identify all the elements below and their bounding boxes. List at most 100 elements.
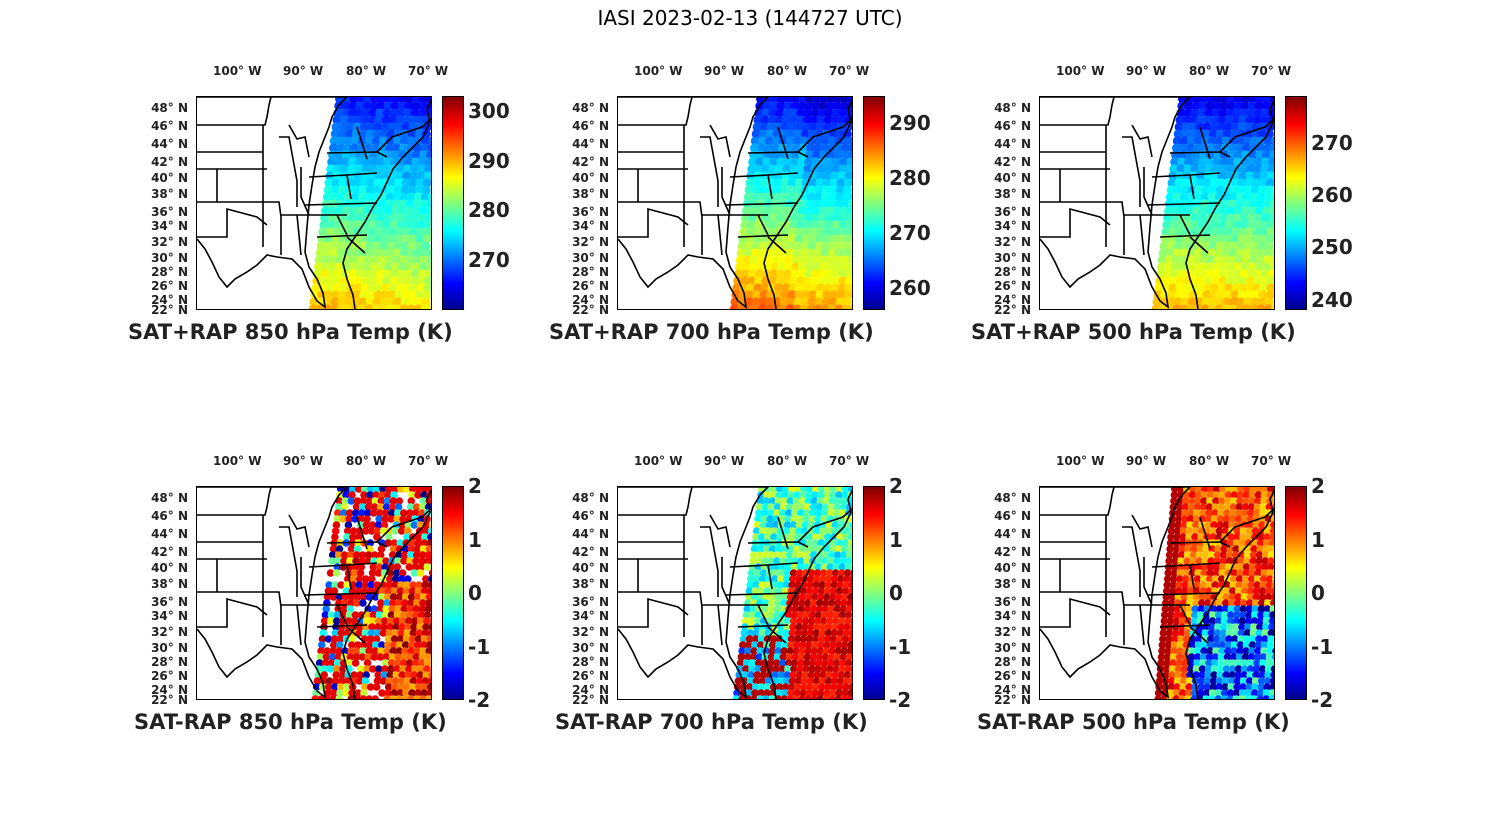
swath-point xyxy=(375,611,384,619)
state-line xyxy=(300,557,310,606)
swath-point xyxy=(735,255,745,265)
latitude-label: 26° N xyxy=(151,669,188,683)
swath-point xyxy=(419,255,429,265)
swath-point xyxy=(1195,557,1203,565)
swath-point xyxy=(749,653,758,661)
swath-point xyxy=(760,115,770,125)
swath-point xyxy=(1245,527,1254,535)
swath-point xyxy=(1265,575,1274,583)
swath-point xyxy=(324,178,334,188)
swath-point xyxy=(1231,635,1239,643)
swath-point xyxy=(1158,647,1166,655)
swath-point xyxy=(740,629,749,637)
swath-point xyxy=(752,122,762,132)
swath-point xyxy=(409,115,419,125)
swath-point xyxy=(792,647,800,655)
swath-point xyxy=(1206,255,1216,265)
swath-point xyxy=(1217,115,1227,125)
swath-point xyxy=(795,623,803,631)
swath-point xyxy=(1252,227,1262,237)
swath-point xyxy=(1242,647,1250,655)
swath-point xyxy=(338,178,348,188)
swath-point xyxy=(1254,101,1264,111)
swath-point xyxy=(394,290,404,300)
swath-point xyxy=(1205,581,1213,589)
swath-point xyxy=(833,653,842,661)
swath-point xyxy=(828,497,837,505)
panel-title: SAT-RAP 500 hPa Temp (K) xyxy=(977,710,1290,734)
swath-point xyxy=(382,653,391,661)
swath-point xyxy=(829,234,839,244)
swath-point xyxy=(426,539,431,547)
swath-point xyxy=(378,143,388,153)
swath-point xyxy=(371,647,379,655)
swath-point xyxy=(1165,635,1173,643)
swath-point xyxy=(403,164,413,174)
swath-point xyxy=(1236,297,1246,307)
swath-point xyxy=(373,677,382,685)
swath-point xyxy=(1231,487,1239,493)
swath-point xyxy=(791,503,800,511)
swath-point xyxy=(1181,509,1189,517)
swath-point xyxy=(402,689,410,697)
swath-point xyxy=(1269,683,1274,691)
swath-point xyxy=(1195,629,1204,637)
swath-point xyxy=(360,115,370,125)
swath-point xyxy=(1157,659,1165,667)
swath-point xyxy=(326,617,335,625)
swath-point xyxy=(327,659,336,667)
swath-point xyxy=(812,581,820,589)
swath-point xyxy=(801,234,811,244)
map-canvas xyxy=(1040,487,1274,699)
longitude-label: 100° W xyxy=(213,454,262,468)
swath-point xyxy=(814,515,822,523)
swath-point xyxy=(401,647,409,655)
swath-point xyxy=(778,665,786,673)
longitude-label: 70° W xyxy=(829,64,870,78)
swath-point xyxy=(814,185,824,195)
swath-point xyxy=(1188,491,1197,499)
swath-point xyxy=(776,269,786,279)
swath-point xyxy=(381,515,389,523)
swath-point xyxy=(1199,581,1207,589)
swath-point xyxy=(818,213,828,223)
swath-point xyxy=(827,605,835,613)
swath-point xyxy=(847,262,852,272)
latitude-label: 36° N xyxy=(151,205,188,219)
swath-point xyxy=(800,241,810,251)
swath-point xyxy=(1225,108,1235,118)
swath-point xyxy=(354,108,364,118)
swath-point xyxy=(364,143,374,153)
swath-point xyxy=(792,599,800,607)
swath-point xyxy=(1209,683,1217,691)
swath-point xyxy=(1259,503,1268,511)
swath-point xyxy=(1243,551,1252,559)
swath-point xyxy=(1233,683,1241,691)
swath-point xyxy=(319,629,328,637)
swath-point xyxy=(354,641,362,649)
swath-point xyxy=(820,304,830,309)
swath-point xyxy=(360,641,368,649)
swath-point xyxy=(812,206,822,216)
swath-point xyxy=(1173,527,1182,535)
swath-point xyxy=(352,551,361,559)
swath-point xyxy=(768,593,777,601)
swath-point xyxy=(742,665,750,673)
swath-point xyxy=(819,199,830,209)
swath-point xyxy=(806,304,816,309)
state-line xyxy=(300,167,310,216)
swath-point xyxy=(1223,234,1233,244)
swath-point xyxy=(782,677,791,685)
swath-point xyxy=(1225,629,1234,637)
swath-point xyxy=(406,143,416,153)
swath-point xyxy=(1178,689,1187,697)
swath-point xyxy=(1228,665,1237,673)
swath-point xyxy=(815,234,825,244)
swath-point xyxy=(333,665,341,673)
swath-point xyxy=(355,677,364,685)
swath-point xyxy=(1269,206,1274,216)
swath-point xyxy=(380,623,388,631)
swath-point xyxy=(847,539,852,547)
swath-point xyxy=(844,665,852,673)
swath-point xyxy=(1176,164,1186,174)
